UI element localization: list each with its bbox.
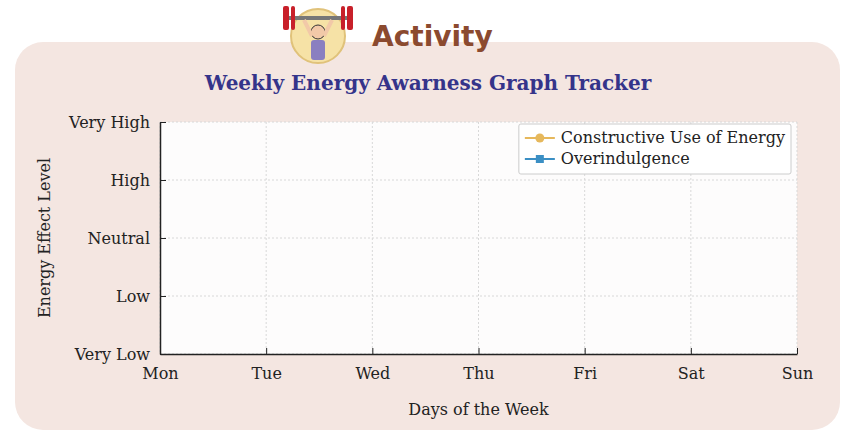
icon-plate xyxy=(291,6,295,30)
x-tick-mark xyxy=(797,348,798,354)
icon-body xyxy=(311,40,325,60)
header-label: Activity xyxy=(372,20,493,53)
x-tick: Sat xyxy=(678,348,706,383)
legend-label: Constructive Use of Energy xyxy=(561,128,785,147)
x-tick-mark xyxy=(585,348,586,354)
legend: Constructive Use of Energy Overindulgence xyxy=(519,124,791,174)
plot-background xyxy=(160,122,797,354)
grid-line-x xyxy=(478,122,479,354)
grid-line-y xyxy=(160,180,797,181)
y-tick-mark xyxy=(160,180,166,181)
legend-marker xyxy=(536,155,544,163)
y-axis: Very Low Low Neutral High Very High xyxy=(68,113,166,364)
y-axis-title: Energy Effect Level xyxy=(35,158,54,318)
x-tick-label: Tue xyxy=(251,364,281,383)
chart-title: Weekly Energy Awarness Graph Tracker xyxy=(204,71,652,95)
y-tick: Very Low xyxy=(74,345,166,364)
x-tick: Wed xyxy=(355,348,390,383)
y-tick-mark xyxy=(160,296,166,297)
y-tick-mark xyxy=(160,122,166,123)
legend-label: Overindulgence xyxy=(561,149,690,168)
y-tick-label: Neutral xyxy=(87,229,150,248)
x-axis-title: Days of the Week xyxy=(408,400,549,419)
header-icon xyxy=(283,6,353,63)
x-tick-label: Mon xyxy=(142,364,178,383)
chart: Activity Weekly Energy Awarness Graph Tra… xyxy=(0,0,858,445)
x-tick-mark xyxy=(372,348,373,354)
legend-box xyxy=(519,124,791,174)
x-tick: Tue xyxy=(251,348,281,383)
y-tick-label: Low xyxy=(116,287,150,306)
icon-head xyxy=(311,25,325,39)
y-tick-label: Very Low xyxy=(74,345,151,364)
legend-item: Overindulgence xyxy=(525,149,690,168)
y-tick: Very High xyxy=(68,113,166,132)
icon-plate xyxy=(341,6,345,30)
grid-line-y xyxy=(160,296,797,297)
grid xyxy=(160,122,797,354)
y-tick-mark xyxy=(160,238,166,239)
y-tick-mark xyxy=(160,354,166,355)
icon-plate xyxy=(283,6,289,30)
y-tick: High xyxy=(110,171,166,190)
x-tick: Fri xyxy=(573,348,597,383)
icon-arms xyxy=(304,20,332,36)
legend-item: Constructive Use of Energy xyxy=(525,128,785,147)
x-tick: Thu xyxy=(463,348,494,383)
y-tick: Neutral xyxy=(87,229,166,248)
grid-line-y xyxy=(160,122,797,123)
x-tick-label: Sun xyxy=(782,364,814,383)
x-tick-mark xyxy=(691,348,692,354)
x-tick-label: Wed xyxy=(355,364,390,383)
y-tick-label: Very High xyxy=(68,113,150,132)
card-background xyxy=(15,42,840,430)
x-tick-label: Thu xyxy=(463,364,494,383)
x-axis: Mon Tue Wed Thu Fri Sat Sun xyxy=(142,348,813,383)
grid-line-y xyxy=(160,238,797,239)
legend-marker xyxy=(535,134,544,143)
icon-plate xyxy=(347,6,353,30)
icon-bar xyxy=(286,16,350,20)
x-tick-label: Sat xyxy=(678,364,706,383)
x-tick-label: Fri xyxy=(573,364,597,383)
x-tick-mark xyxy=(266,348,267,354)
y-tick-label: High xyxy=(110,171,150,190)
x-tick: Sun xyxy=(782,348,814,383)
x-tick-mark xyxy=(479,348,480,354)
y-tick: Low xyxy=(116,287,166,306)
